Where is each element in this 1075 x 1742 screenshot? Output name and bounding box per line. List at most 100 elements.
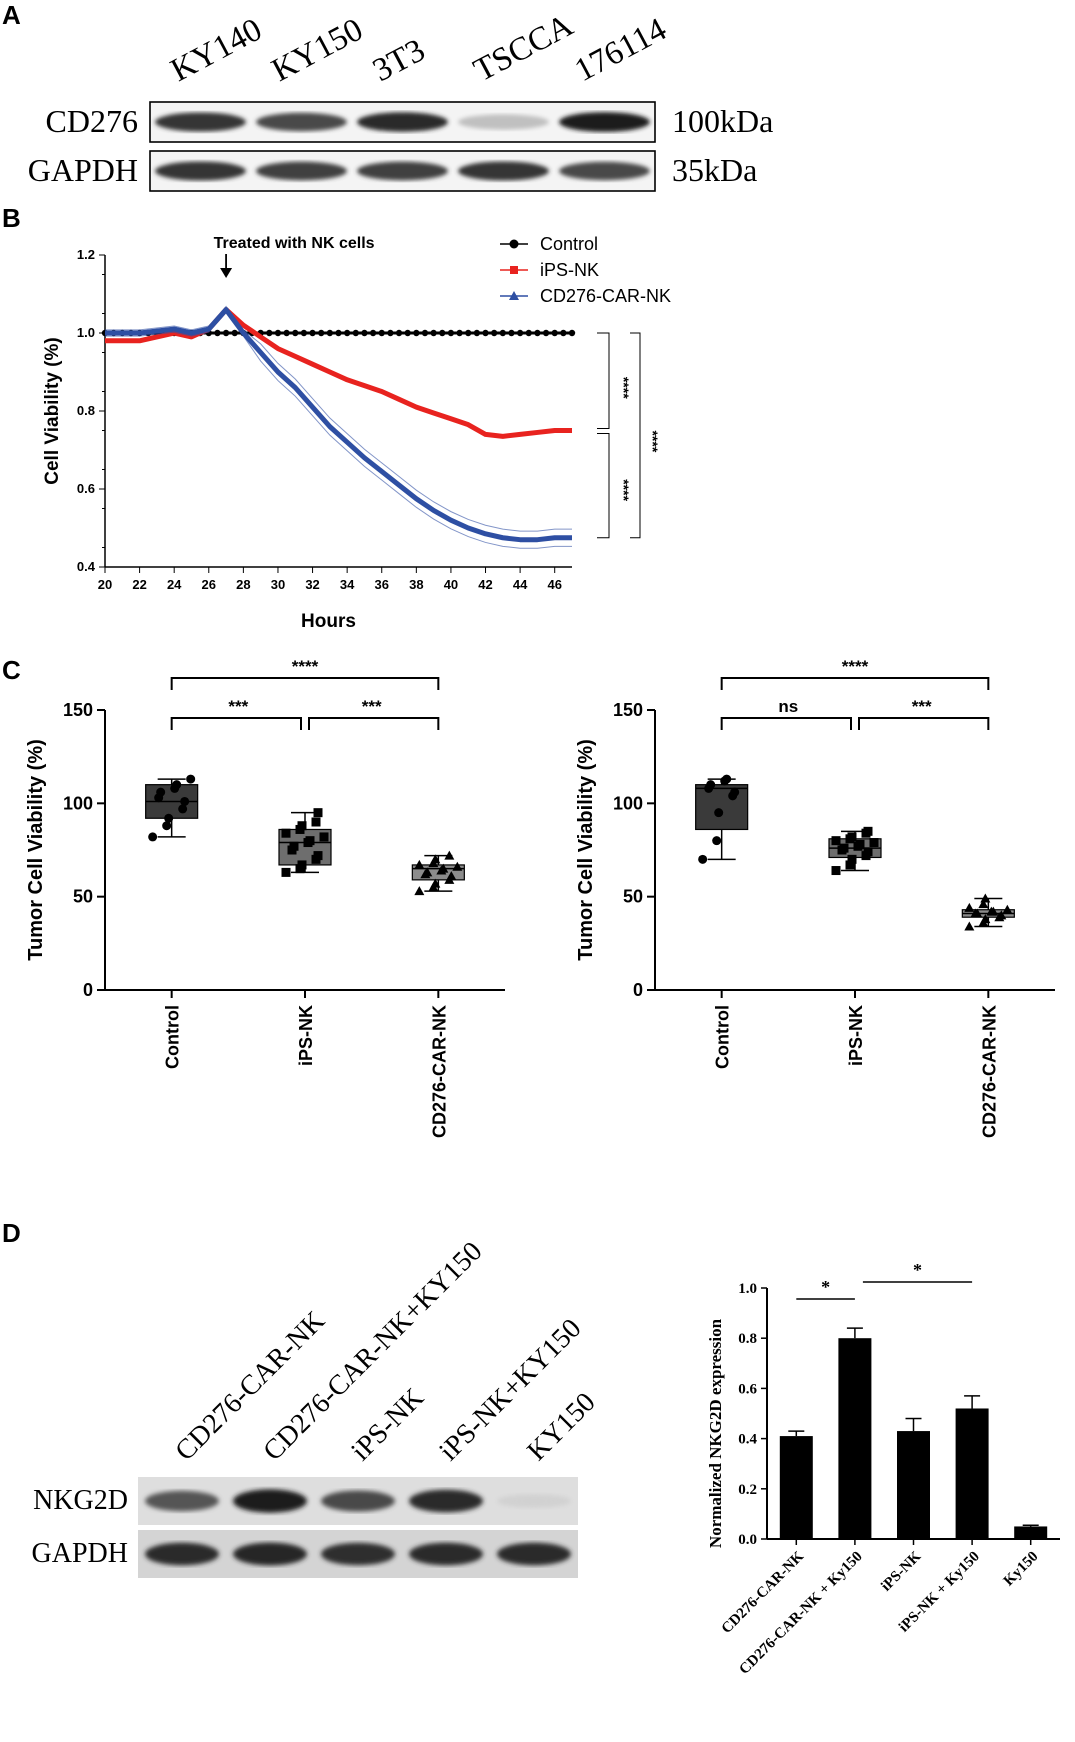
significance-label: *** — [362, 697, 382, 716]
data-point — [980, 914, 991, 924]
y-tick-label: 150 — [613, 700, 643, 720]
y-axis-title: Tumor Cell Viability (%) — [575, 739, 597, 961]
significance-bracket — [858, 717, 990, 730]
control-point — [361, 329, 368, 337]
data-point — [1002, 904, 1013, 914]
data-point — [438, 863, 449, 873]
y-tick-label: 0.8 — [77, 403, 95, 418]
row-label: CD276 — [46, 103, 138, 139]
x-tick-label: Ky150 — [1001, 1549, 1042, 1590]
data-point — [964, 921, 975, 931]
y-axis-title: Normalized NKG2D expression — [706, 1318, 725, 1548]
panel-letter-b: B — [2, 203, 21, 233]
annotation-text: Treated with NK cells — [214, 235, 375, 252]
significance-bracket — [720, 717, 852, 730]
legend-marker — [509, 291, 519, 300]
significance-label: *** — [912, 697, 932, 716]
control-point — [378, 329, 385, 337]
blot-band — [256, 161, 347, 181]
data-point — [148, 832, 158, 842]
y-tick-label: 0.4 — [738, 1432, 757, 1448]
row-label: GAPDH — [28, 152, 138, 188]
x-tick-label: iPS-NK — [296, 1005, 316, 1066]
data-point — [722, 774, 732, 784]
data-point — [313, 808, 323, 818]
control-point — [369, 329, 377, 337]
control-point — [326, 329, 334, 337]
significance-label: * — [913, 1260, 922, 1280]
lane-label: 3T3 — [367, 32, 431, 89]
y-tick-label: 50 — [623, 887, 643, 907]
bar — [897, 1431, 930, 1539]
x-axis-title: Hours — [301, 611, 356, 632]
control-point — [283, 329, 290, 337]
y-tick-label: 1.0 — [738, 1281, 757, 1297]
control-point — [542, 329, 550, 337]
data-point — [162, 821, 172, 831]
data-point — [964, 902, 975, 912]
significance-label: **** — [616, 377, 632, 399]
blot-band — [321, 1542, 395, 1566]
significance-bracket — [597, 433, 610, 539]
data-point — [422, 867, 433, 877]
box-plot-right: 0 50 100 150 Tumor Cell Viability (%) Control… — [575, 660, 1055, 1138]
blot-band — [458, 114, 549, 130]
y-tick-label: 0.4 — [77, 559, 96, 574]
x-tick-label: 36 — [375, 577, 389, 592]
control-point — [447, 329, 455, 337]
blot-band — [155, 112, 246, 132]
data-point — [281, 828, 291, 838]
blot-band — [145, 1542, 219, 1566]
significance-bracket — [597, 332, 610, 429]
significance-label: **** — [616, 479, 632, 501]
significance-label: *** — [228, 697, 248, 716]
lane-label: CD276-CAR-NK — [169, 1305, 331, 1467]
data-point — [988, 906, 999, 916]
lane-label: iPS-NK — [345, 1382, 430, 1467]
y-axis-title: Cell Viability (%) — [42, 337, 63, 484]
molecular-weight-label: 35kDa — [672, 152, 757, 188]
control-point — [309, 329, 316, 337]
row-label: NKG2D — [33, 1485, 128, 1516]
data-point — [714, 808, 724, 818]
control-point — [231, 329, 238, 337]
data-point — [186, 774, 196, 784]
significance-bracket — [170, 717, 302, 730]
control-point — [413, 329, 420, 337]
control-point — [439, 329, 446, 337]
data-point — [305, 836, 315, 846]
molecular-weight-label: 100kDa — [672, 103, 773, 139]
data-point — [178, 804, 188, 814]
series-line-cd276-car-nk — [105, 307, 572, 543]
panel-letter-a: A — [2, 0, 21, 30]
lane-label: KY150 — [521, 1387, 601, 1467]
data-point — [172, 780, 182, 790]
blot-band — [559, 112, 650, 132]
blot-band — [409, 1489, 483, 1513]
blot-band — [497, 1542, 571, 1566]
data-point — [281, 867, 291, 877]
y-tick-label: 0 — [633, 980, 643, 1000]
bar — [1014, 1526, 1048, 1539]
lane-label: KY140 — [165, 12, 268, 89]
viability-line-chart: 0.4 0.6 0.8 1.0 1.2 20 22 24 26 28 30 32 34 36 38 40 42 4… — [42, 234, 671, 632]
y-tick-label: 0.2 — [738, 1482, 757, 1498]
control-point — [404, 329, 411, 337]
legend-label: Control — [540, 234, 598, 254]
bar — [838, 1338, 872, 1539]
data-point — [706, 780, 716, 790]
data-point — [847, 832, 857, 842]
y-tick-label: 100 — [63, 793, 93, 813]
data-point — [869, 838, 879, 848]
y-tick-label: 1.2 — [77, 247, 95, 262]
significance-bracket — [630, 332, 641, 539]
data-point — [156, 787, 166, 797]
bar — [779, 1436, 813, 1539]
lane-label: KY150 — [266, 12, 369, 89]
x-tick-label: iPS-NK — [846, 1005, 866, 1066]
data-point — [831, 836, 841, 846]
data-point — [839, 843, 849, 853]
control-point — [508, 329, 515, 337]
blot-band — [559, 161, 650, 181]
data-point — [996, 910, 1007, 920]
